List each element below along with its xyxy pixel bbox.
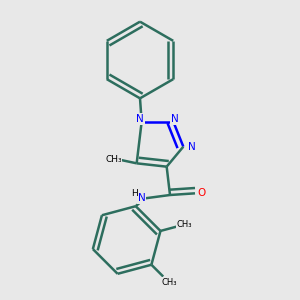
Text: N: N [138,193,146,203]
Text: N: N [171,114,179,124]
Text: CH₃: CH₃ [177,220,192,229]
Text: CH₃: CH₃ [105,155,122,164]
Text: N: N [136,114,144,124]
Text: N: N [188,142,196,152]
Text: O: O [197,188,206,198]
Text: CH₃: CH₃ [161,278,177,287]
Text: H: H [130,188,137,197]
